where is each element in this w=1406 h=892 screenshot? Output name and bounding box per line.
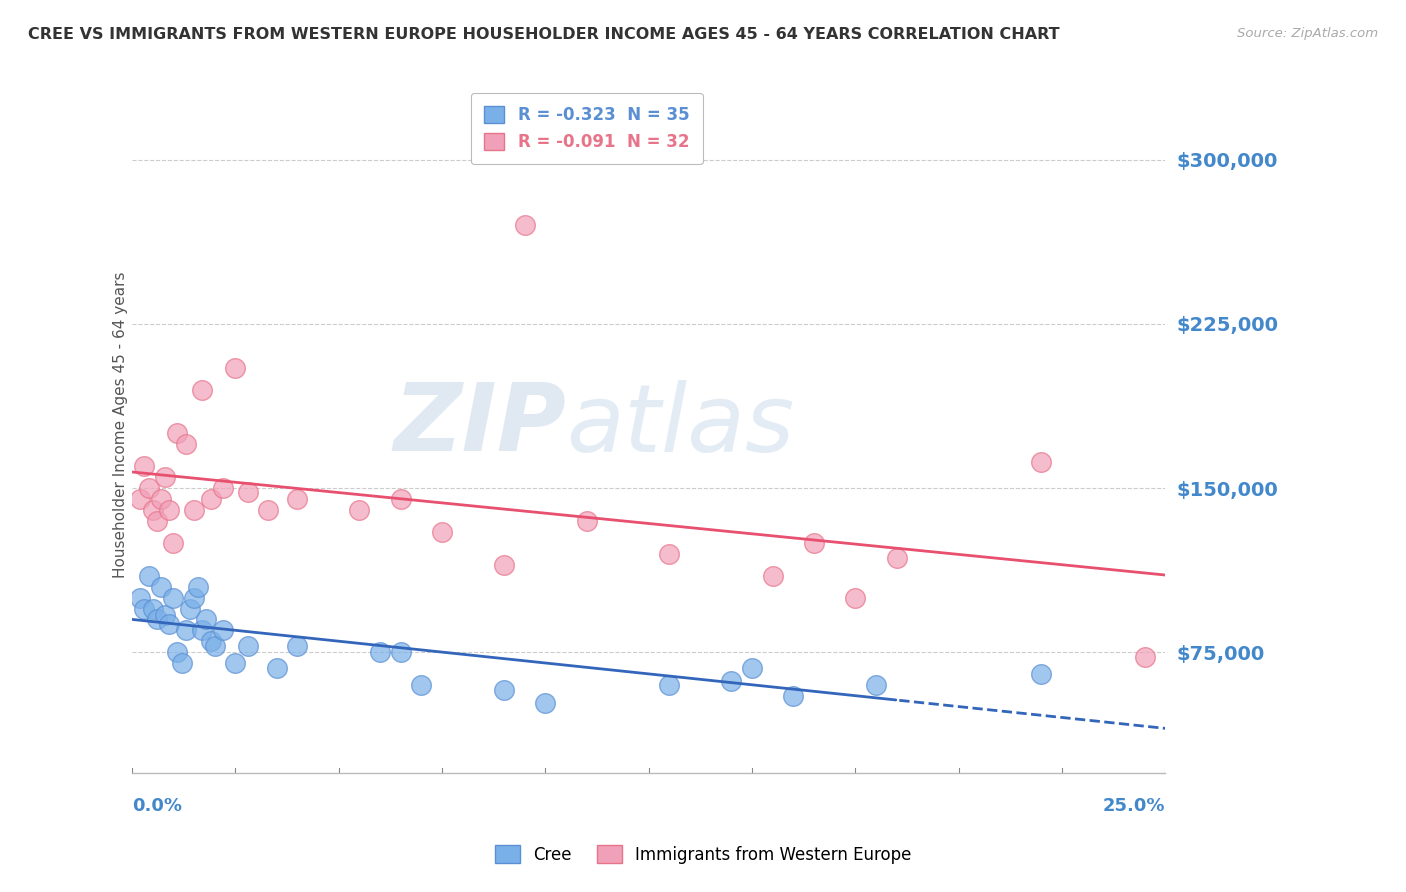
Point	[179, 601, 201, 615]
Point	[153, 470, 176, 484]
Point	[865, 678, 887, 692]
Point	[162, 536, 184, 550]
Point	[720, 673, 742, 688]
Point	[183, 591, 205, 605]
Point	[153, 608, 176, 623]
Point	[1031, 455, 1053, 469]
Point	[287, 491, 309, 506]
Point	[191, 383, 214, 397]
Point	[200, 634, 222, 648]
Point	[492, 558, 515, 572]
Point	[368, 645, 391, 659]
Point	[224, 657, 246, 671]
Point	[287, 639, 309, 653]
Point	[782, 689, 804, 703]
Point	[236, 639, 259, 653]
Text: CREE VS IMMIGRANTS FROM WESTERN EUROPE HOUSEHOLDER INCOME AGES 45 - 64 YEARS COR: CREE VS IMMIGRANTS FROM WESTERN EUROPE H…	[28, 27, 1060, 42]
Point	[492, 682, 515, 697]
Point	[1031, 667, 1053, 681]
Point	[236, 485, 259, 500]
Point	[1133, 649, 1156, 664]
Point	[174, 437, 197, 451]
Point	[134, 459, 156, 474]
Text: atlas: atlas	[567, 380, 794, 471]
Point	[224, 360, 246, 375]
Point	[157, 616, 180, 631]
Legend: Cree, Immigrants from Western Europe: Cree, Immigrants from Western Europe	[488, 838, 918, 871]
Point	[534, 696, 557, 710]
Point	[257, 503, 280, 517]
Point	[575, 514, 598, 528]
Point	[200, 491, 222, 506]
Legend: R = -0.323  N = 35, R = -0.091  N = 32: R = -0.323 N = 35, R = -0.091 N = 32	[471, 93, 703, 164]
Point	[411, 678, 433, 692]
Point	[138, 481, 160, 495]
Point	[389, 645, 412, 659]
Point	[762, 568, 785, 582]
Text: Source: ZipAtlas.com: Source: ZipAtlas.com	[1237, 27, 1378, 40]
Point	[134, 601, 156, 615]
Point	[212, 481, 235, 495]
Text: 25.0%: 25.0%	[1102, 797, 1166, 815]
Text: ZIP: ZIP	[394, 379, 567, 471]
Point	[166, 645, 188, 659]
Point	[212, 624, 235, 638]
Point	[138, 568, 160, 582]
Point	[146, 514, 169, 528]
Point	[349, 503, 371, 517]
Point	[844, 591, 866, 605]
Point	[195, 612, 218, 626]
Point	[149, 491, 172, 506]
Point	[741, 660, 763, 674]
Point	[658, 678, 681, 692]
Point	[166, 426, 188, 441]
Point	[187, 580, 209, 594]
Point	[204, 639, 226, 653]
Point	[129, 491, 152, 506]
Point	[389, 491, 412, 506]
Point	[430, 524, 453, 539]
Y-axis label: Householder Income Ages 45 - 64 years: Householder Income Ages 45 - 64 years	[114, 272, 128, 578]
Point	[142, 601, 165, 615]
Point	[266, 660, 288, 674]
Point	[803, 536, 825, 550]
Point	[149, 580, 172, 594]
Point	[658, 547, 681, 561]
Point	[886, 551, 908, 566]
Point	[183, 503, 205, 517]
Point	[129, 591, 152, 605]
Point	[157, 503, 180, 517]
Point	[174, 624, 197, 638]
Point	[142, 503, 165, 517]
Point	[170, 657, 193, 671]
Point	[513, 219, 536, 233]
Point	[162, 591, 184, 605]
Point	[146, 612, 169, 626]
Text: 0.0%: 0.0%	[132, 797, 181, 815]
Point	[191, 624, 214, 638]
